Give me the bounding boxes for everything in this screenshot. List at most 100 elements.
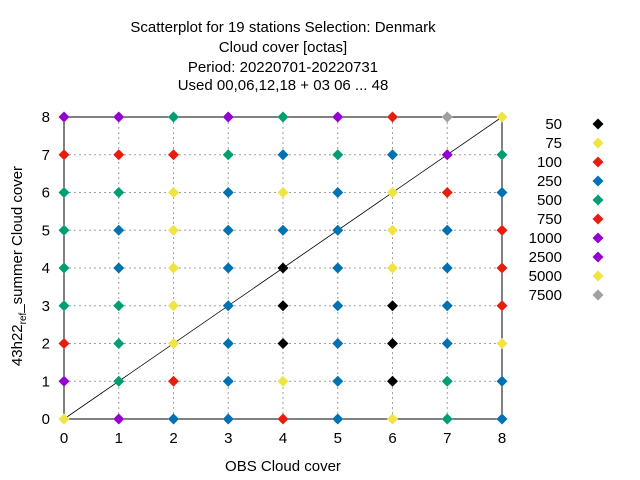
data-point — [496, 300, 508, 312]
y-tick-label: 4 — [42, 260, 50, 277]
data-point — [387, 224, 398, 236]
y-tick-label: 3 — [42, 298, 50, 315]
data-point — [113, 262, 125, 274]
y-tick-label: 2 — [42, 336, 50, 353]
title-line-4: Used 00,06,12,18 + 03 06 ... 48 — [178, 77, 389, 94]
x-axis-label: OBS Cloud cover — [225, 458, 341, 475]
data-point — [332, 375, 344, 387]
data-point — [222, 224, 234, 236]
legend-label: 250 — [537, 173, 562, 190]
data-point — [441, 300, 453, 312]
legend-marker — [592, 194, 604, 206]
data-points — [58, 111, 508, 425]
data-point — [277, 300, 289, 312]
data-point — [222, 300, 234, 312]
data-point — [58, 111, 70, 123]
data-point — [113, 375, 125, 387]
data-point — [168, 338, 179, 349]
x-tick-label: 6 — [388, 430, 396, 447]
data-point — [387, 413, 398, 425]
data-point — [277, 187, 289, 198]
data-point — [387, 338, 398, 349]
data-point — [168, 375, 179, 387]
y-tick-label: 5 — [42, 222, 50, 239]
data-point — [168, 111, 179, 123]
data-point — [332, 149, 344, 161]
legend-label: 100 — [537, 154, 562, 171]
data-point — [168, 262, 179, 274]
data-point — [332, 338, 344, 349]
x-tick-label: 7 — [443, 430, 451, 447]
data-point — [58, 149, 70, 161]
data-point — [277, 375, 289, 387]
data-point — [277, 338, 289, 349]
data-point — [58, 375, 70, 387]
legend-label: 50 — [545, 116, 562, 133]
data-point — [441, 413, 453, 425]
data-point — [441, 262, 453, 274]
data-point — [58, 413, 70, 425]
data-point — [387, 111, 398, 123]
legend: 50 75 100 250 500 750 1000 2500 5000 7500 — [529, 116, 604, 304]
x-tick-label: 5 — [334, 430, 342, 447]
data-point — [441, 187, 453, 198]
x-tick-label: 0 — [60, 430, 68, 447]
data-point — [58, 224, 70, 236]
data-point — [113, 413, 125, 425]
legend-label: 75 — [545, 135, 562, 152]
data-point — [277, 111, 289, 123]
data-point — [387, 300, 398, 312]
data-point — [168, 149, 179, 161]
data-point — [496, 338, 508, 349]
data-point — [168, 300, 179, 312]
y-axis-label: 43h22ref_summer Cloud cover — [9, 166, 29, 366]
x-tick-label: 3 — [224, 430, 232, 447]
x-tick-label: 2 — [169, 430, 177, 447]
data-point — [496, 224, 508, 236]
data-point — [496, 149, 508, 161]
data-point — [58, 300, 70, 312]
x-tick-label: 4 — [279, 430, 287, 447]
data-point — [168, 187, 179, 198]
data-point — [332, 187, 344, 198]
legend-marker — [592, 175, 604, 187]
data-point — [168, 224, 179, 236]
y-tick-label: 8 — [42, 109, 50, 126]
legend-marker — [592, 289, 604, 301]
data-point — [113, 187, 125, 198]
legend-marker — [592, 213, 604, 225]
data-point — [222, 413, 234, 425]
legend-label: 7500 — [529, 287, 562, 304]
data-point — [277, 224, 289, 236]
legend-label: 500 — [537, 192, 562, 209]
data-point — [222, 262, 234, 274]
data-point — [441, 149, 453, 161]
title-line-1: Scatterplot for 19 stations Selection: D… — [130, 19, 436, 36]
data-point — [332, 300, 344, 312]
data-point — [332, 413, 344, 425]
data-point — [332, 224, 344, 236]
data-point — [277, 262, 289, 274]
data-point — [441, 224, 453, 236]
data-point — [441, 375, 453, 387]
data-point — [387, 262, 398, 274]
data-point — [113, 224, 125, 236]
data-point — [496, 111, 508, 123]
title-line-3: Period: 20220701-20220731 — [188, 59, 378, 76]
data-point — [387, 149, 398, 161]
legend-marker — [592, 232, 604, 244]
data-point — [277, 413, 289, 425]
y-tick-label: 6 — [42, 185, 50, 202]
data-point — [441, 338, 453, 349]
data-point — [113, 338, 125, 349]
legend-marker — [592, 270, 604, 282]
data-point — [58, 262, 70, 274]
data-point — [441, 111, 453, 123]
legend-label: 750 — [537, 211, 562, 228]
legend-marker — [592, 137, 604, 149]
data-point — [332, 111, 344, 123]
data-point — [496, 262, 508, 274]
data-point — [277, 149, 289, 161]
data-point — [222, 111, 234, 123]
